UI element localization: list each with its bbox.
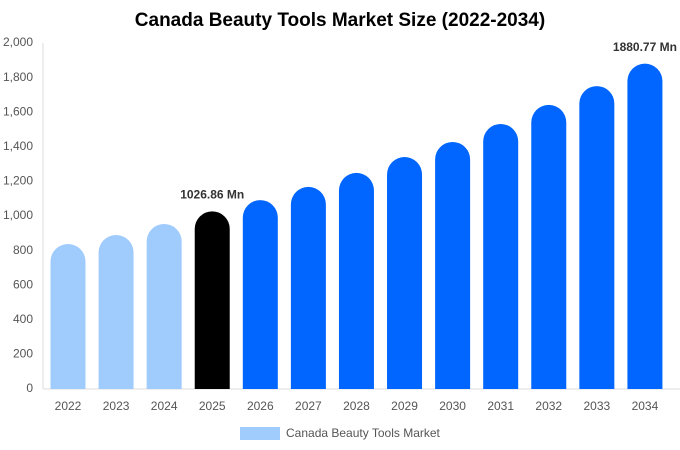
x-tick-label: 2032 (535, 399, 562, 413)
bar (579, 86, 615, 390)
bar (435, 141, 471, 389)
bar (531, 104, 567, 389)
x-tick-label: 2031 (487, 399, 514, 413)
value-label: 1026.86 Mn (180, 188, 244, 202)
x-tick-label: 2023 (103, 399, 130, 413)
bar (338, 172, 374, 389)
value-label: 1880.77 Mn (613, 40, 677, 54)
legend-label: Canada Beauty Tools Market (286, 426, 441, 440)
y-tick-label: 0 (26, 381, 33, 395)
y-tick-label: 1,000 (3, 208, 33, 222)
x-tick-label: 2022 (55, 399, 82, 413)
y-tick-label: 1,400 (3, 139, 33, 153)
x-tick-label: 2030 (439, 399, 466, 413)
y-tick-label: 1,800 (3, 70, 33, 84)
bar (290, 186, 326, 389)
x-tick-label: 2025 (199, 399, 226, 413)
bar (98, 235, 134, 389)
x-tick-label: 2027 (295, 399, 322, 413)
y-tick-label: 1,600 (3, 104, 33, 118)
bar (50, 244, 86, 389)
x-tick-label: 2028 (343, 399, 370, 413)
x-tick-label: 2033 (583, 399, 610, 413)
x-tick-label: 2029 (391, 399, 418, 413)
y-tick-label: 2,000 (3, 35, 33, 49)
bar (194, 211, 230, 389)
legend-swatch (240, 427, 280, 440)
y-tick-label: 400 (13, 312, 33, 326)
x-tick-label: 2026 (247, 399, 274, 413)
bar (242, 200, 278, 389)
bar (387, 157, 423, 389)
x-tick-label: 2024 (151, 399, 178, 413)
y-tick-label: 600 (13, 277, 33, 291)
bar (627, 63, 663, 389)
y-tick-label: 800 (13, 243, 33, 257)
x-tick-label: 2034 (632, 399, 659, 413)
chart-title: Canada Beauty Tools Market Size (2022-20… (135, 10, 545, 31)
y-tick-label: 1,200 (3, 174, 33, 188)
y-tick-label: 200 (13, 347, 33, 361)
bar (483, 123, 519, 390)
bar (146, 223, 182, 389)
